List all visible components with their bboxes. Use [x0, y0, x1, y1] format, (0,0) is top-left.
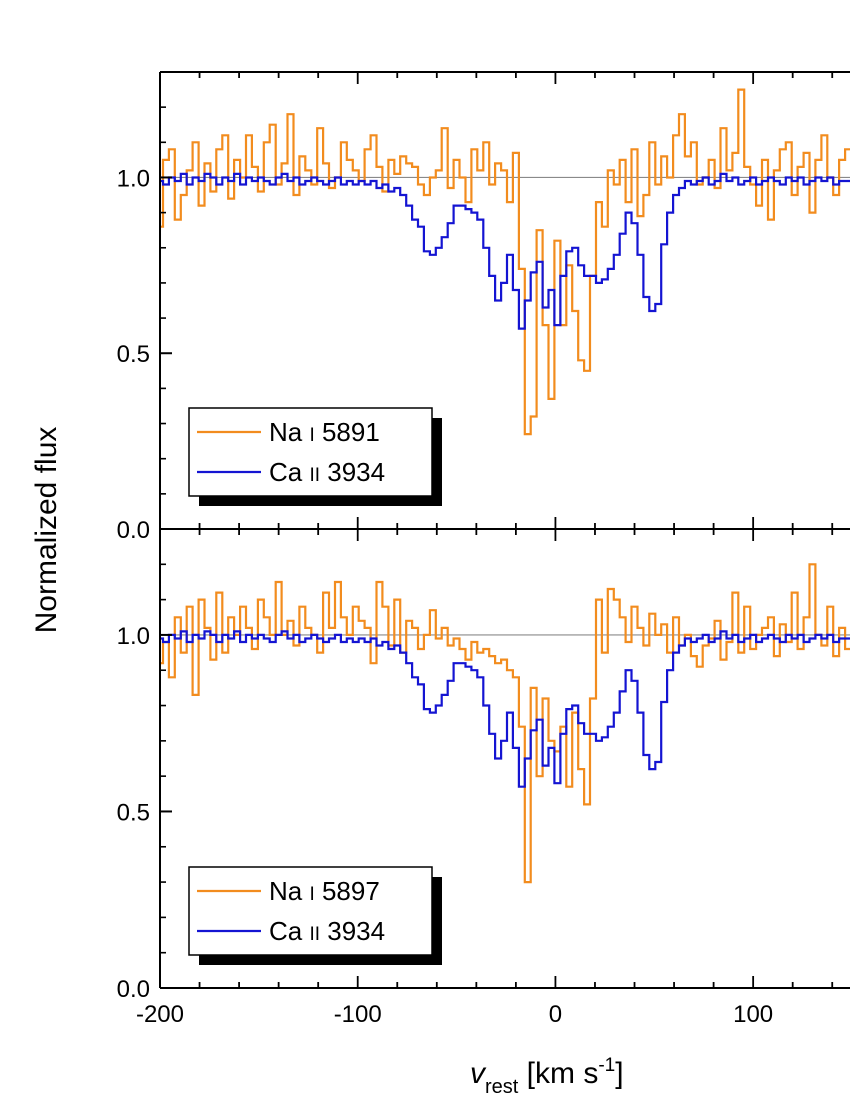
bottom-ytick-label: 0.5	[117, 799, 150, 826]
bottom-series-na-i-5897	[160, 563, 850, 884]
bottom-legend-box	[188, 866, 433, 956]
bottom-legend-label: Ca II 3934	[269, 916, 385, 946]
top-ytick-label: 0.5	[117, 341, 150, 368]
bottom-legend-element: Na	[269, 876, 309, 906]
bottom-ticks: 0.0 0.5 1.0 -200 -100 0 100	[117, 528, 834, 1028]
top-legend-box	[188, 407, 433, 497]
top-legend-label: Na I 5891	[269, 417, 380, 447]
x-axis-title: vrest [km s-1]	[470, 1055, 624, 1098]
top-ytick-label: 1.0	[117, 165, 150, 192]
top-series-group	[160, 88, 850, 436]
xtick-label: -100	[334, 1001, 382, 1028]
x-axis-title-unit: [km s	[518, 1057, 598, 1090]
top-series-ca-ii-3934	[160, 172, 850, 330]
bottom-legend-wavelength: 5897	[315, 876, 380, 906]
top-legend-element: Ca	[269, 457, 309, 487]
bottom-axes-frame	[159, 528, 850, 989]
bottom-legend-label: Na I 5897	[269, 876, 380, 906]
bottom-legend-ion: II	[309, 924, 320, 945]
xtick-label: -200	[136, 1001, 184, 1028]
top-legend-label: Ca II 3934	[269, 457, 385, 487]
xtick-label: 100	[733, 1001, 773, 1028]
top-legend-ion: I	[309, 425, 314, 446]
bottom-legend-element: Ca	[269, 916, 309, 946]
top-legend-wavelength: 3934	[320, 457, 385, 487]
x-axis-title-subscript: rest	[485, 1076, 519, 1098]
top-series-na-i-5891	[160, 88, 850, 436]
y-axis-title: Normalized flux	[30, 427, 63, 634]
x-axis-title-unit-close: ]	[615, 1057, 623, 1090]
bottom-legend-ion: I	[309, 884, 314, 905]
xtick-label: 0	[549, 1001, 562, 1028]
bottom-series-ca-ii-3934	[160, 630, 850, 788]
bottom-series-group	[160, 563, 850, 884]
top-legend-wavelength: 5891	[315, 417, 380, 447]
top-ytick-label: 0.0	[117, 517, 150, 544]
x-axis-title-unit-exponent: -1	[598, 1055, 615, 1076]
bottom-legend-wavelength: 3934	[320, 916, 385, 946]
bottom-ytick-label: 1.0	[117, 623, 150, 650]
x-axis-title-symbol: v	[470, 1057, 487, 1090]
top-ticks: 0.0 0.5 1.0	[117, 71, 834, 544]
top-legend-element: Na	[269, 417, 309, 447]
bottom-ytick-label: 0.0	[117, 976, 150, 1003]
top-legend-ion: II	[309, 465, 320, 486]
